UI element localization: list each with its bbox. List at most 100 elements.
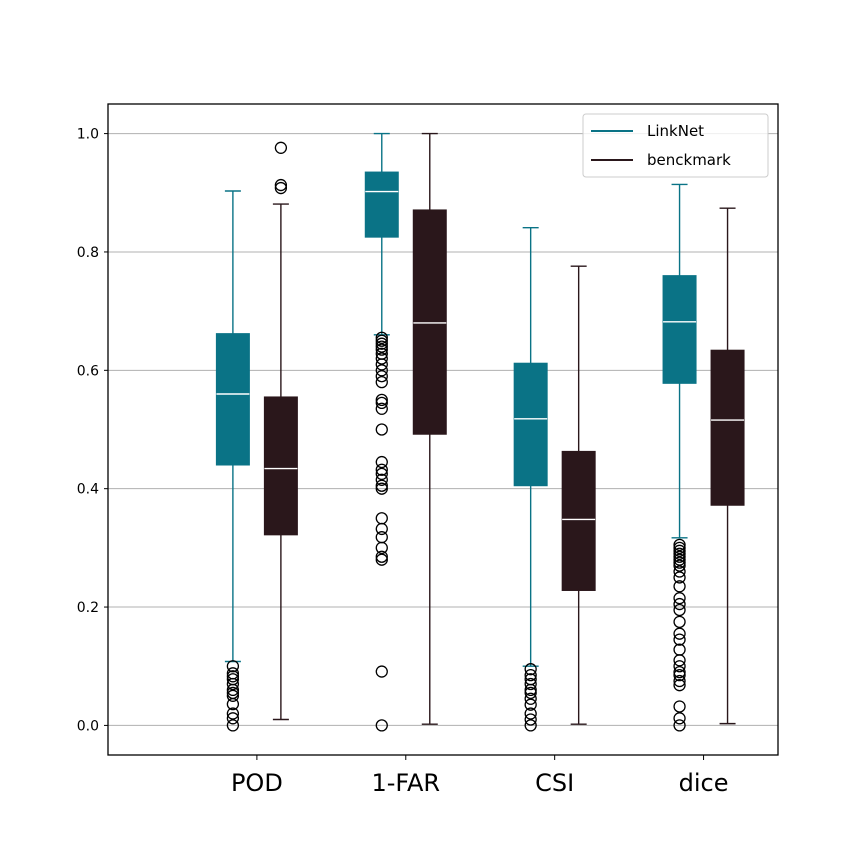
- box-iqr: [561, 450, 596, 591]
- outlier-point: [524, 698, 537, 711]
- outlier-point: [375, 665, 388, 678]
- box-group: [412, 132, 447, 725]
- outlier-point: [375, 550, 388, 563]
- plot-frame: [107, 103, 779, 756]
- x-tick-label: 1-FAR: [371, 769, 440, 797]
- outlier-point: [274, 178, 288, 192]
- outlier-point: [673, 712, 686, 725]
- outlier-point: [226, 660, 240, 673]
- box-iqr: [710, 349, 745, 506]
- box-group: [364, 132, 399, 732]
- outlier-point: [375, 340, 388, 353]
- outlier-point: [673, 553, 686, 566]
- outlier-point: [375, 423, 388, 436]
- outlier-point: [524, 686, 537, 700]
- outlier-point: [375, 482, 388, 495]
- outlier-point: [673, 565, 686, 578]
- legend-label-linknet: LinkNet: [647, 122, 704, 140]
- outlier-point: [375, 463, 388, 476]
- outlier-point: [673, 719, 686, 732]
- outlier-point: [375, 479, 388, 492]
- outlier-point: [226, 712, 240, 725]
- legend-frame: [582, 113, 769, 178]
- outlier-point: [673, 556, 686, 569]
- outlier-point: [375, 455, 388, 469]
- outlier-point: [375, 473, 388, 486]
- outlier-point: [673, 627, 686, 640]
- outlier-point: [673, 597, 686, 611]
- box-iqr: [662, 275, 697, 384]
- outlier-point: [673, 665, 686, 679]
- outlier-point: [673, 538, 686, 552]
- box-group: [513, 226, 548, 732]
- outlier-point: [673, 660, 686, 673]
- outlier-point: [673, 580, 686, 593]
- outlier-point: [673, 668, 686, 682]
- outlier-point: [673, 603, 686, 617]
- outlier-point: [274, 141, 288, 154]
- outlier-point: [375, 396, 388, 410]
- y-tick-label: 0.2: [77, 600, 99, 616]
- y-tick-label: 1.0: [77, 127, 99, 143]
- outlier-point: [375, 364, 388, 377]
- box-group: [662, 183, 697, 732]
- outlier-point: [375, 512, 388, 525]
- outlier-point: [226, 670, 240, 683]
- y-tick-label: 0.0: [77, 718, 99, 734]
- outlier-point: [673, 615, 686, 628]
- outlier-point: [375, 553, 388, 566]
- box-group: [263, 141, 298, 721]
- outlier-point: [375, 531, 388, 544]
- outlier-point: [226, 707, 240, 720]
- outlier-point: [673, 674, 686, 688]
- outlier-point: [524, 713, 537, 726]
- outlier-point: [673, 547, 686, 560]
- y-tick-label: 0.6: [77, 363, 99, 379]
- box-iqr: [215, 333, 250, 466]
- outlier-point: [375, 347, 388, 360]
- outlier-point: [375, 376, 388, 389]
- outlier-point: [375, 343, 388, 356]
- outlier-point: [226, 689, 240, 702]
- outlier-point: [524, 692, 537, 705]
- legend: LinkNet benckmark: [582, 113, 769, 178]
- legend-label-benckmark: benckmark: [647, 151, 731, 169]
- outlier-point: [375, 337, 388, 350]
- outlier-point: [673, 633, 686, 646]
- boxes-layer: [215, 132, 745, 732]
- outlier-point: [226, 667, 240, 680]
- outlier-point: [673, 700, 686, 713]
- outlier-point: [375, 402, 388, 415]
- outlier-point: [226, 673, 240, 686]
- outlier-point: [375, 467, 388, 481]
- outlier-point: [375, 352, 388, 365]
- box-group: [561, 265, 596, 725]
- box-group: [215, 190, 250, 732]
- outlier-point: [524, 668, 537, 682]
- box-group: [710, 207, 745, 725]
- outlier-point: [375, 719, 388, 732]
- outlier-point: [673, 571, 686, 584]
- outlier-point: [524, 677, 537, 691]
- box-iqr: [412, 209, 447, 435]
- outlier-point: [524, 719, 537, 732]
- y-tick-label: 0.8: [77, 245, 99, 261]
- x-tick-label: POD: [231, 769, 283, 797]
- box-iqr: [263, 396, 298, 536]
- outlier-point: [274, 181, 288, 195]
- x-axis: POD 1-FAR CSI dice: [231, 755, 729, 797]
- x-tick-label: CSI: [535, 769, 574, 797]
- outlier-point: [673, 550, 686, 563]
- x-tick-label: dice: [679, 769, 729, 797]
- outlier-point: [673, 679, 686, 692]
- outlier-point: [524, 673, 537, 686]
- outlier-point: [673, 544, 686, 557]
- y-axis: 0.0 0.2 0.4 0.6 0.8 1.0: [77, 127, 108, 734]
- outlier-point: [375, 393, 388, 407]
- outlier-point: [375, 334, 388, 347]
- outlier-point: [524, 707, 537, 720]
- outlier-point: [375, 370, 388, 383]
- y-tick-label: 0.4: [77, 482, 99, 498]
- outlier-point: [673, 541, 686, 555]
